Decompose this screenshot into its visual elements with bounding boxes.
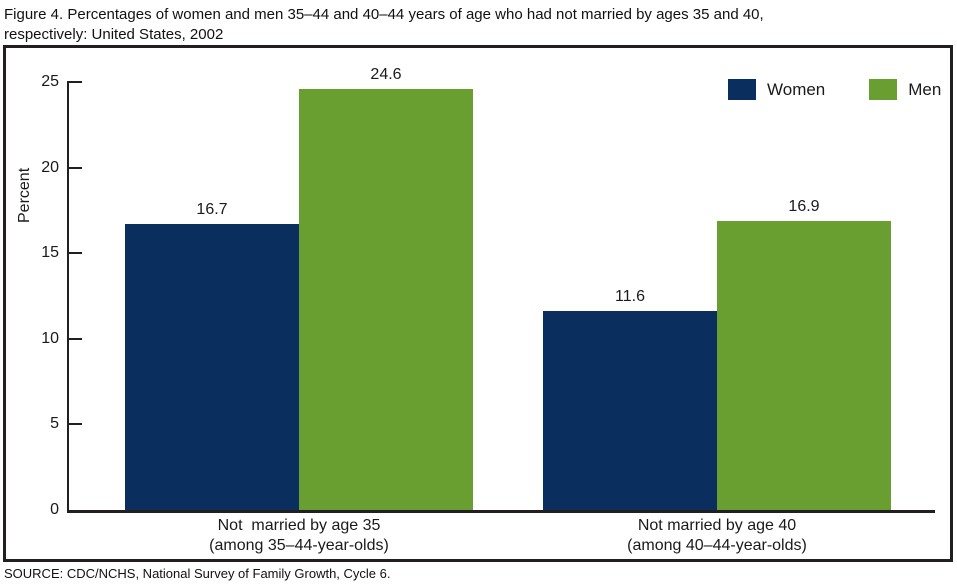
chart-frame: Percent Women Men Not married by age 35 …	[3, 45, 953, 562]
plot-area: Percent Women Men Not married by age 35 …	[6, 48, 950, 559]
category-label-2: Not married by age 40 (among 40–44-year-…	[527, 516, 907, 556]
value-label-women-group2: 11.6	[615, 288, 645, 306]
value-label-women-group1: 16.7	[196, 201, 228, 219]
figure-title-line1: Figure 4. Percentages of women and men 3…	[4, 6, 764, 23]
category-label-2-line2: (among 40–44-year-olds)	[627, 537, 807, 554]
y-tick-label: 15	[41, 244, 59, 262]
bar-men-group2	[717, 220, 891, 510]
y-axis-line	[67, 82, 69, 513]
bar-women-group1	[125, 224, 299, 510]
category-label-1: Not married by age 35 (among 35–44-year-…	[109, 516, 489, 556]
y-tick-mark	[67, 252, 82, 255]
y-tick-label: 5	[50, 415, 59, 433]
legend-label-men: Men	[908, 79, 942, 99]
y-tick-mark	[67, 166, 82, 169]
x-axis-line	[67, 510, 935, 513]
value-label-men-group2: 16.9	[788, 197, 820, 215]
y-tick-label: 20	[41, 158, 59, 176]
bar-men-group1	[299, 88, 473, 510]
legend-swatch-women	[728, 79, 756, 100]
value-label-men-group1: 24.6	[370, 65, 402, 83]
legend-item-women: Women	[728, 79, 825, 100]
y-tick-label: 10	[41, 329, 59, 347]
legend-label-women: Women	[767, 79, 826, 99]
legend: Women Men	[728, 79, 941, 100]
source-note: SOURCE: CDC/NCHS, National Survey of Fam…	[4, 566, 391, 581]
figure-title-line2: respectively: United States, 2002	[4, 26, 224, 43]
category-label-2-line1: Not married by age 40	[637, 517, 797, 534]
category-label-1-line1: Not married by age 35	[217, 517, 381, 534]
y-tick-mark	[67, 337, 82, 340]
y-tick-mark	[67, 423, 82, 426]
y-tick-label: 25	[41, 73, 59, 90]
category-label-1-line2: (among 35–44-year-olds)	[209, 537, 389, 554]
bar-women-group2	[543, 311, 717, 510]
legend-item-men: Men	[869, 79, 941, 100]
y-tick-mark	[67, 81, 82, 83]
figure-title: Figure 4. Percentages of women and men 3…	[4, 5, 952, 45]
legend-swatch-men	[869, 79, 898, 100]
y-tick-label: 0	[50, 501, 59, 518]
